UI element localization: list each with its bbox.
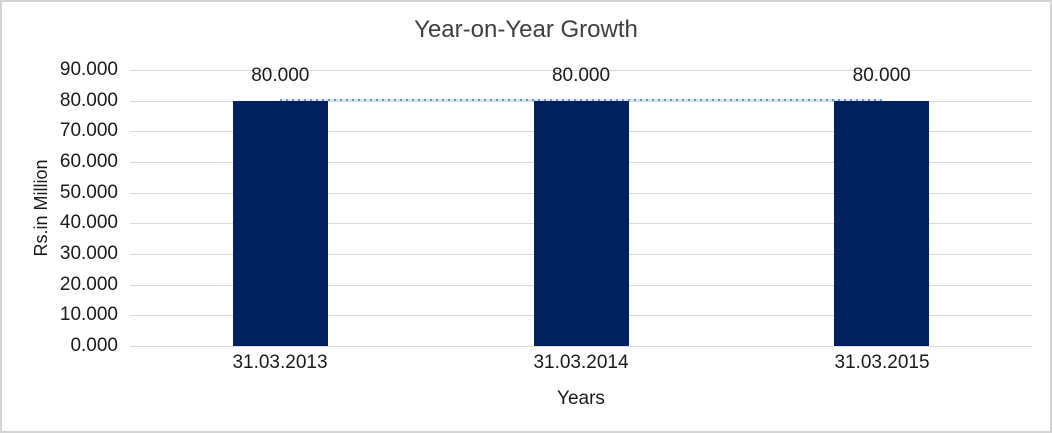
y-tick-label: 20.000 xyxy=(59,274,118,295)
x-axis-title: Years xyxy=(557,388,605,409)
dotted-trendline xyxy=(280,99,882,101)
x-tick-label: 31.03.2015 xyxy=(834,352,930,373)
y-tick-label: 10.000 xyxy=(59,304,118,325)
x-tick-label: 31.03.2014 xyxy=(533,352,629,373)
chart-title: Year-on-Year Growth xyxy=(414,16,638,43)
y-tick-label: 50.000 xyxy=(59,182,118,203)
data-label: 80.000 xyxy=(251,65,310,86)
y-tick-label: 90.000 xyxy=(59,59,118,80)
y-tick-label: 60.000 xyxy=(59,151,118,172)
bar xyxy=(834,100,930,346)
x-tick-label: 31.03.2013 xyxy=(232,352,328,373)
y-tick-label: 70.000 xyxy=(59,120,118,141)
y-tick-label: 40.000 xyxy=(59,212,118,233)
plot-area: 80.000 80.000 80.000 xyxy=(130,65,1032,347)
y-tick-label: 80.000 xyxy=(59,90,118,111)
y-tick-label: 30.000 xyxy=(59,243,118,264)
data-label: 80.000 xyxy=(551,65,611,86)
gridline xyxy=(130,70,1032,71)
bar xyxy=(232,100,328,346)
data-label: 80.000 xyxy=(852,65,911,86)
y-tick-label: 0.000 xyxy=(70,335,118,356)
x-axis-line xyxy=(130,346,1032,347)
bar xyxy=(533,100,629,346)
